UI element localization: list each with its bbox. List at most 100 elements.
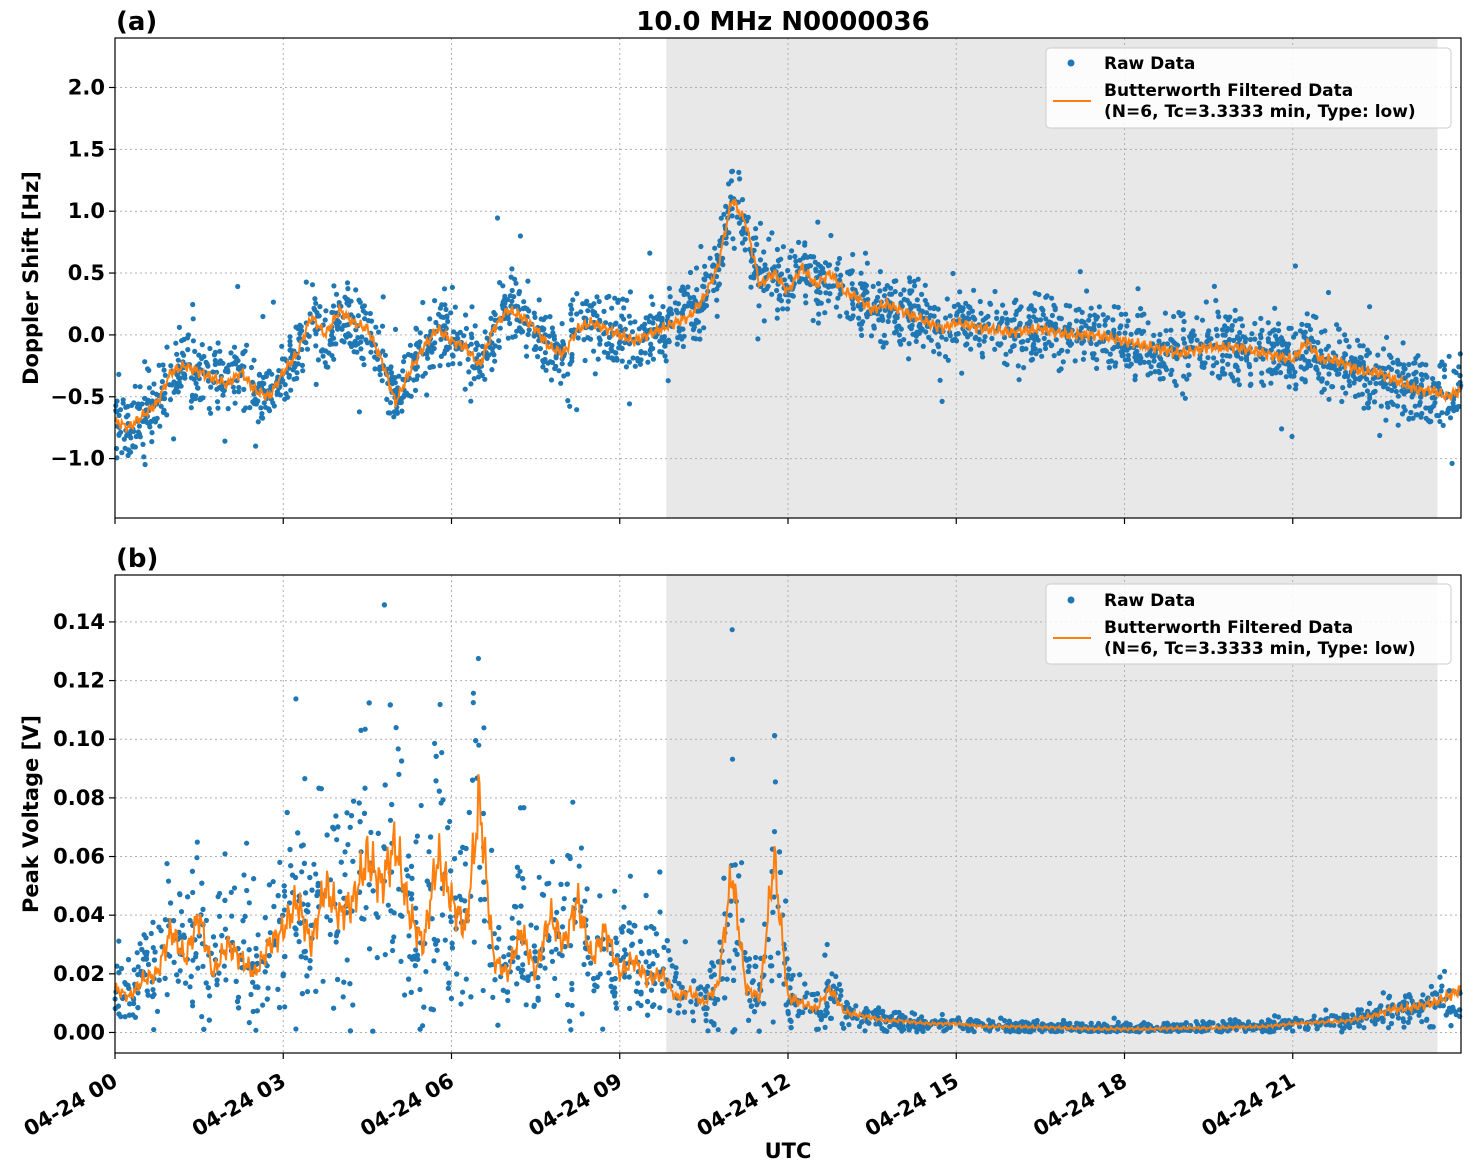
raw-data-point bbox=[1060, 359, 1066, 365]
raw-data-point bbox=[1272, 333, 1279, 339]
raw-data-point bbox=[400, 368, 406, 374]
raw-data-point bbox=[1430, 376, 1436, 382]
raw-data-point bbox=[687, 269, 694, 276]
raw-data-point bbox=[449, 945, 455, 951]
raw-data-point bbox=[994, 315, 1000, 321]
raw-data-point bbox=[928, 312, 934, 319]
raw-data-point bbox=[1163, 328, 1169, 334]
raw-data-point bbox=[881, 340, 887, 346]
raw-data-point bbox=[537, 346, 544, 352]
raw-data-point bbox=[535, 983, 541, 990]
raw-data-point bbox=[322, 317, 328, 323]
raw-data-point bbox=[681, 287, 687, 293]
raw-data-point bbox=[1209, 370, 1215, 376]
raw-data-point bbox=[350, 1002, 356, 1008]
raw-data-point bbox=[909, 288, 915, 294]
raw-data-point bbox=[689, 304, 695, 310]
raw-data-point bbox=[1371, 399, 1378, 405]
raw-data-point bbox=[945, 357, 951, 363]
raw-data-point bbox=[830, 283, 837, 289]
raw-data-point bbox=[432, 340, 438, 346]
raw-data-point bbox=[1172, 378, 1178, 385]
raw-data-point bbox=[1361, 1025, 1367, 1031]
raw-data-point bbox=[1020, 339, 1026, 345]
raw-data-point bbox=[231, 389, 237, 395]
raw-data-point bbox=[139, 401, 145, 407]
raw-data-point bbox=[754, 241, 760, 247]
raw-data-point bbox=[1286, 369, 1292, 375]
raw-data-point bbox=[739, 240, 746, 246]
raw-data-point bbox=[1362, 382, 1368, 388]
raw-data-point bbox=[187, 917, 193, 924]
raw-data-point bbox=[976, 329, 982, 335]
raw-data-point bbox=[875, 1010, 881, 1017]
raw-data-point bbox=[570, 297, 576, 303]
raw-data-point bbox=[303, 955, 309, 961]
raw-data-point bbox=[1446, 353, 1452, 359]
raw-data-point bbox=[626, 359, 633, 365]
raw-data-point bbox=[1162, 310, 1168, 316]
raw-data-point bbox=[1231, 378, 1237, 384]
raw-data-point bbox=[1326, 396, 1332, 402]
raw-data-point bbox=[609, 305, 615, 311]
raw-data-point bbox=[320, 978, 326, 984]
raw-data-point bbox=[1413, 355, 1419, 361]
raw-data-point bbox=[1249, 331, 1255, 337]
raw-data-point bbox=[468, 398, 474, 404]
raw-data-point bbox=[676, 1002, 682, 1009]
raw-data-point bbox=[606, 970, 612, 976]
raw-data-point bbox=[1003, 351, 1009, 357]
raw-data-point bbox=[1134, 329, 1140, 336]
raw-data-point bbox=[753, 235, 759, 241]
raw-data-point bbox=[814, 1026, 820, 1032]
raw-data-point bbox=[1403, 993, 1409, 999]
raw-data-point bbox=[906, 356, 912, 362]
raw-data-point bbox=[215, 894, 221, 900]
raw-data-point bbox=[489, 367, 495, 373]
raw-data-point bbox=[1237, 329, 1243, 336]
raw-data-point bbox=[244, 840, 250, 846]
raw-data-point bbox=[1115, 1019, 1121, 1025]
raw-data-point bbox=[939, 334, 945, 340]
raw-data-point bbox=[736, 873, 742, 879]
panel-a-label: (a) bbox=[116, 7, 157, 37]
raw-data-point bbox=[479, 343, 485, 349]
raw-data-point bbox=[299, 362, 305, 368]
raw-data-point bbox=[1377, 432, 1383, 439]
raw-data-point bbox=[578, 309, 584, 315]
raw-data-point bbox=[1367, 392, 1373, 398]
raw-data-point bbox=[282, 396, 288, 402]
raw-data-point bbox=[1325, 343, 1332, 349]
raw-data-point bbox=[1168, 336, 1174, 342]
raw-data-point bbox=[463, 325, 469, 332]
raw-data-point bbox=[1456, 364, 1462, 370]
raw-data-point bbox=[480, 987, 486, 994]
raw-data-point bbox=[957, 289, 963, 295]
raw-data-point bbox=[1382, 381, 1389, 387]
raw-data-point bbox=[517, 233, 524, 239]
raw-data-point bbox=[160, 362, 166, 368]
raw-data-point bbox=[462, 386, 468, 392]
raw-data-point bbox=[976, 336, 982, 343]
raw-data-point bbox=[156, 977, 162, 983]
raw-data-point bbox=[1289, 433, 1295, 440]
raw-data-point bbox=[406, 853, 412, 859]
raw-data-point bbox=[341, 979, 347, 985]
raw-data-point bbox=[299, 346, 305, 353]
raw-data-point bbox=[1073, 318, 1080, 324]
raw-data-point bbox=[1329, 384, 1335, 390]
raw-data-point bbox=[1402, 375, 1408, 381]
raw-data-point bbox=[639, 323, 645, 329]
raw-data-point bbox=[850, 301, 856, 307]
raw-data-point bbox=[241, 872, 247, 878]
raw-data-point bbox=[901, 337, 907, 343]
raw-data-point bbox=[726, 958, 732, 964]
raw-data-point bbox=[1408, 409, 1414, 416]
raw-data-point bbox=[482, 376, 488, 382]
raw-data-point bbox=[707, 255, 713, 261]
raw-data-point bbox=[664, 938, 670, 944]
raw-data-point bbox=[818, 1009, 824, 1016]
raw-data-point bbox=[1236, 382, 1242, 388]
raw-data-point bbox=[1035, 337, 1041, 343]
raw-data-point bbox=[880, 344, 886, 350]
